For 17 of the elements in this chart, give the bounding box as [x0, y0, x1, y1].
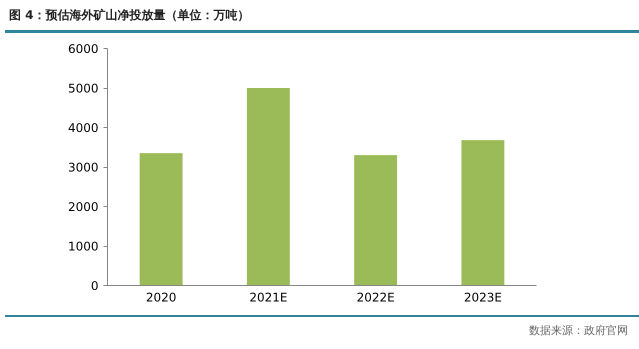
- bar: [461, 140, 504, 286]
- y-tick-label: 1000: [68, 240, 99, 254]
- x-tick-label: 2021E: [249, 290, 288, 304]
- source-note: 数据来源：政府官网: [529, 323, 628, 339]
- x-tick-label: 2020: [146, 290, 176, 304]
- y-tick-label: 2000: [68, 200, 99, 214]
- bar: [354, 155, 398, 286]
- y-tick-label: 6000: [68, 42, 99, 56]
- x-tick-label: 2022E: [356, 290, 395, 304]
- bar: [246, 88, 290, 286]
- y-tick-label: 5000: [68, 82, 99, 96]
- bar: [140, 153, 183, 286]
- y-tick-label: 4000: [68, 121, 99, 135]
- chart-title: 图 4：预估海外矿山净投放量（单位：万吨）: [9, 7, 250, 24]
- x-tick-label: 2023E: [464, 290, 502, 304]
- y-tick-label: 0: [90, 279, 99, 293]
- y-tick-label: 3000: [68, 160, 99, 174]
